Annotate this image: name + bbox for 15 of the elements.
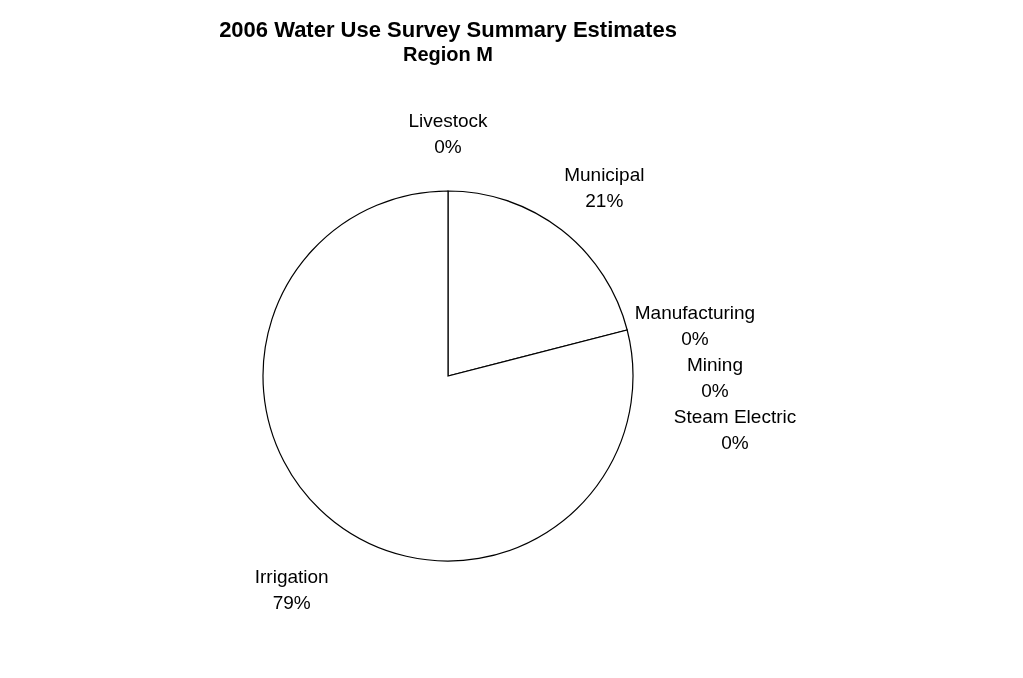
- text: 0%: [701, 379, 729, 401]
- chart-title: 2006 Water Use Survey Summary Estimates: [219, 17, 677, 42]
- data-label: 79%: [272, 592, 311, 614]
- text: 0%: [681, 327, 709, 349]
- category-label: Mining: [687, 353, 743, 375]
- data-label: 21%: [585, 189, 624, 211]
- category-label: Livestock: [408, 110, 488, 131]
- category-label: Steam Electric: [673, 405, 797, 427]
- text: 0%: [721, 431, 749, 453]
- text: 0%: [434, 136, 462, 157]
- category-label: Manufacturing: [634, 301, 756, 323]
- slice-label: Irrigation: [254, 566, 329, 588]
- chart-subtitle: Region M: [403, 43, 493, 65]
- pie-slice: [262, 190, 634, 562]
- slice-label: Municipal: [564, 163, 645, 185]
